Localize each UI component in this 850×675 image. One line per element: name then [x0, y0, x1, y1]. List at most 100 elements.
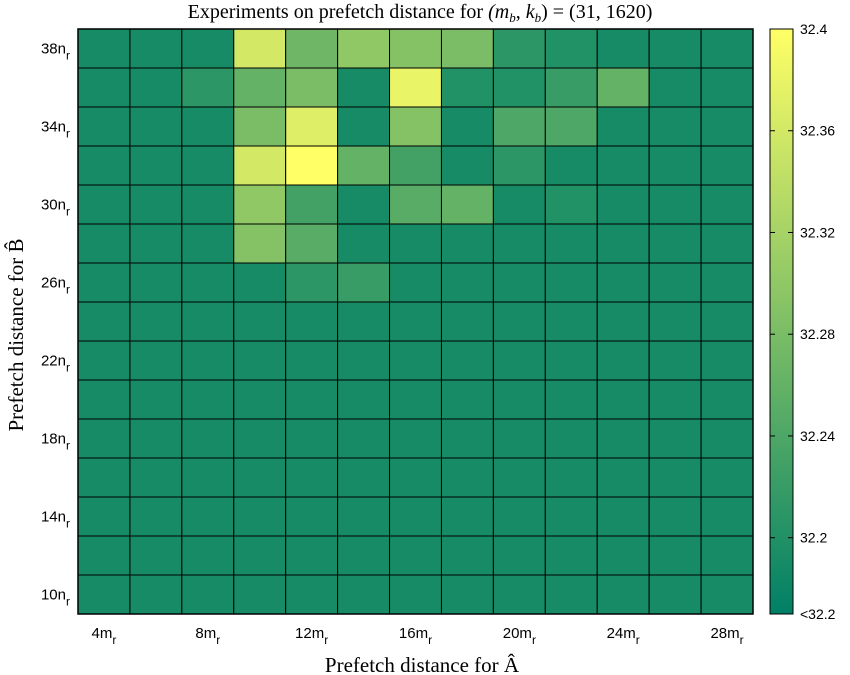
heatmap-cell — [700, 457, 754, 498]
heatmap-cell — [596, 574, 650, 615]
x-tick-label: 20mr — [503, 625, 536, 647]
heatmap-cell — [181, 67, 235, 108]
heatmap-cell — [285, 145, 339, 186]
heatmap-cell — [233, 28, 287, 69]
heatmap-cell — [181, 262, 235, 303]
heatmap-cell — [181, 457, 235, 498]
heatmap-cell — [544, 379, 598, 420]
heatmap-cell — [181, 379, 235, 420]
heatmap-cell — [389, 67, 442, 108]
heatmap-cell — [544, 145, 598, 186]
heatmap-cell — [544, 340, 598, 381]
heatmap-cell — [544, 535, 598, 576]
y-tick-labels: 38nr 34nr 30nr 26nr 22nr 18nr 14nr 10nr — [41, 41, 70, 609]
heatmap-cell — [129, 301, 183, 342]
heatmap-cell — [337, 496, 391, 537]
heatmap-cell — [233, 184, 287, 225]
heatmap-cell — [77, 418, 131, 459]
plot-frame — [77, 28, 754, 615]
heatmap-cell — [648, 184, 702, 225]
colorbar-tick-label: <32.2 — [800, 606, 836, 622]
heatmap-cell — [544, 67, 598, 108]
heatmap-cell — [181, 574, 235, 615]
heatmap-cell — [389, 379, 442, 420]
heatmap-cell — [700, 574, 754, 615]
heatmap-cell — [77, 496, 131, 537]
heatmap-cell — [440, 301, 494, 342]
heatmap-cell — [440, 340, 494, 381]
heatmap-cell — [337, 106, 391, 147]
heatmap-cells — [77, 28, 754, 615]
heatmap-cell — [648, 496, 702, 537]
heatmap-cell — [233, 301, 287, 342]
heatmap-cell — [337, 184, 391, 225]
heatmap-cell — [285, 67, 339, 108]
heatmap-cell — [181, 223, 235, 264]
heatmap-cell — [233, 379, 287, 420]
heatmap-cell — [596, 301, 650, 342]
heatmap-cell — [648, 340, 702, 381]
heatmap-cell — [492, 496, 546, 537]
heatmap-cell — [77, 106, 131, 147]
heatmap-cell — [181, 184, 235, 225]
heatmap-cell — [440, 145, 494, 186]
heatmap-cell — [129, 184, 183, 225]
heatmap-cell — [700, 67, 754, 108]
heatmap-cell — [700, 28, 754, 69]
heatmap-cell — [337, 67, 391, 108]
heatmap-cell — [389, 457, 442, 498]
heatmap-cell — [596, 28, 650, 69]
heatmap-cell — [544, 301, 598, 342]
y-axis-label: Prefetch distance for B̂ — [4, 238, 28, 431]
heatmap-cell — [129, 457, 183, 498]
heatmap-cell — [389, 106, 442, 147]
heatmap-cell — [596, 457, 650, 498]
heatmap-cell — [648, 67, 702, 108]
heatmap-cell — [440, 496, 494, 537]
heatmap-cell — [181, 106, 235, 147]
heatmap-cell — [389, 340, 442, 381]
heatmap-cell — [700, 106, 754, 147]
heatmap-cell — [337, 574, 391, 615]
heatmap-cell — [492, 418, 546, 459]
colorbar — [769, 28, 794, 615]
heatmap-cell — [129, 574, 183, 615]
y-tick-label: 26nr — [41, 275, 70, 297]
heatmap-cell — [285, 340, 339, 381]
heatmap-cell — [648, 145, 702, 186]
heatmap-cell — [389, 535, 442, 576]
title-k: k — [526, 1, 536, 23]
heatmap-cell — [440, 457, 494, 498]
heatmap-cell — [544, 418, 598, 459]
heatmap-cell — [129, 340, 183, 381]
colorbar-ticks: 32.4 32.36 32.32 32.28 32.24 32.2 <32.2 — [770, 21, 836, 622]
y-tick-label: 30nr — [41, 197, 70, 219]
heatmap-cell — [181, 535, 235, 576]
heatmap-cell — [337, 301, 391, 342]
heatmap-cell — [492, 379, 546, 420]
heatmap-cell — [440, 106, 494, 147]
heatmap-cell — [596, 379, 650, 420]
heatmap-cell — [389, 301, 442, 342]
heatmap-cell — [596, 535, 650, 576]
chart-title: Experiments on prefetch distance for (mb… — [188, 1, 653, 25]
heatmap-cell — [492, 106, 546, 147]
y-tick-label: 14nr — [41, 509, 70, 531]
x-tick-label: 16mr — [399, 625, 432, 647]
title-m: m — [495, 1, 509, 23]
heatmap-cell — [77, 145, 131, 186]
heatmap-cell — [337, 28, 391, 69]
x-axis-label: Prefetch distance for Â — [325, 653, 520, 675]
heatmap-cell — [389, 184, 442, 225]
x-tick-label: 4mr — [92, 625, 117, 647]
heatmap-cell — [544, 457, 598, 498]
heatmap-cell — [440, 379, 494, 420]
heatmap-cell — [492, 67, 546, 108]
heatmap-cell — [285, 457, 339, 498]
heatmap-cell — [700, 535, 754, 576]
heatmap-cell — [544, 28, 598, 69]
heatmap-cell — [389, 28, 442, 69]
heatmap-cell — [233, 223, 287, 264]
y-tick-label: 34nr — [41, 119, 70, 141]
heatmap-cell — [700, 379, 754, 420]
